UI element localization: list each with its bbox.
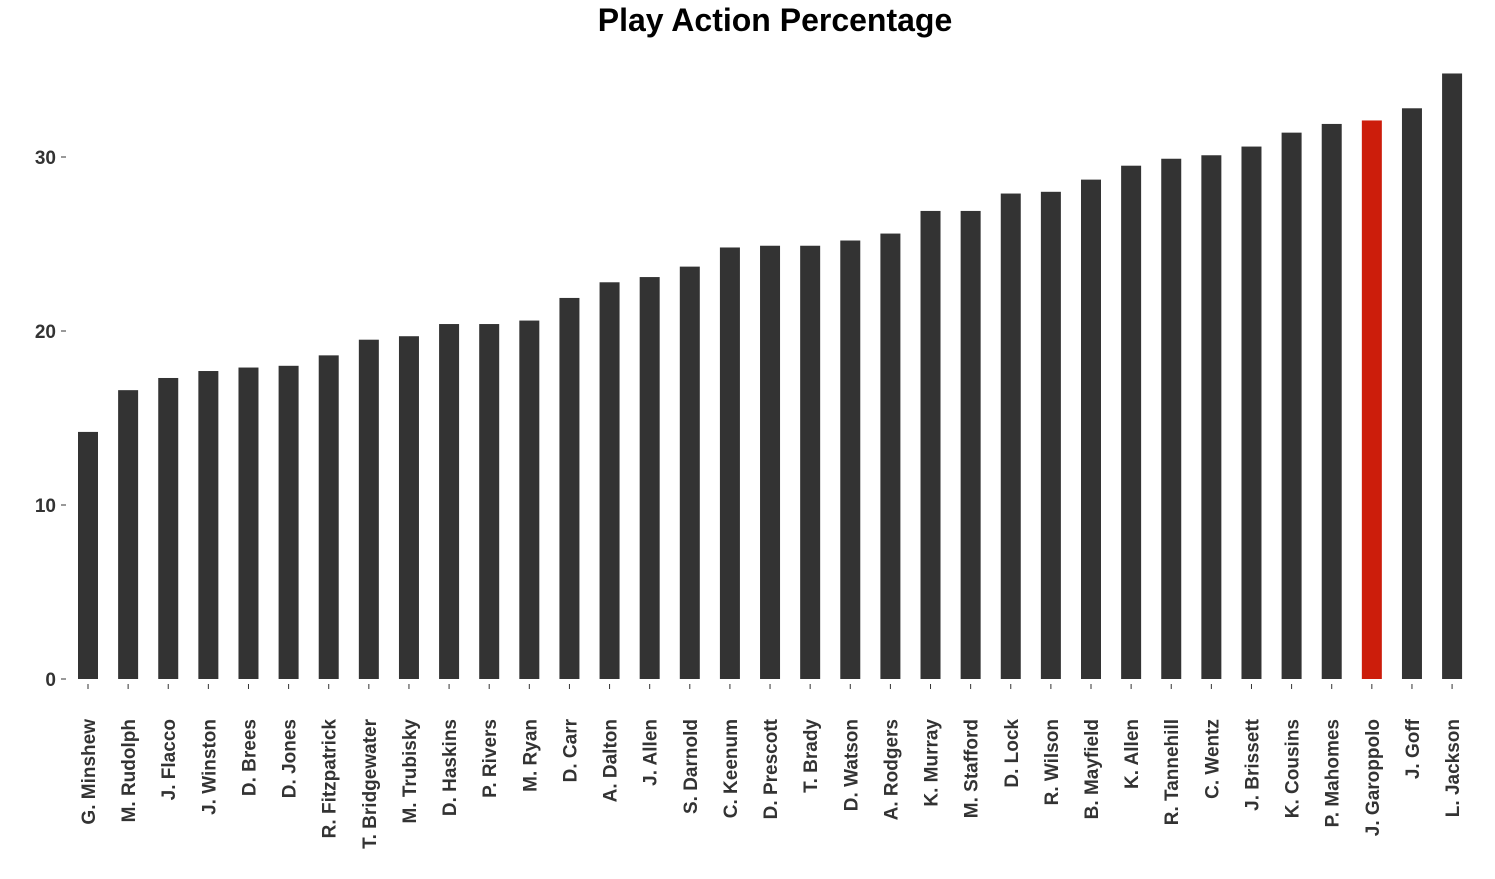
y-tick-label: 0 [45,670,56,691]
x-tick-label: K. Murray [922,719,943,807]
x-tick-label: J. Brissett [1242,718,1263,811]
x-tick-label: D. Prescott [761,718,782,819]
bar-m-rudolph [118,390,139,679]
x-tick-label: P. Mahomes [1323,719,1344,827]
bar-d-lock [1000,193,1021,680]
bar-g-minshew [78,431,98,679]
bar-d-carr [559,297,580,679]
bar-m-trubisky [398,336,419,679]
bar-c-wentz [1201,155,1222,679]
y-tick-label: 10 [35,496,56,517]
bar-b-mayfield [1081,179,1101,679]
x-tick-label: R. Wilson [1042,719,1063,805]
x-tick-label: A. Rodgers [881,719,902,820]
x-tick-label: L. Jackson [1443,719,1464,817]
bar-j-allen [639,277,660,679]
x-tick-label: P. Rivers [480,719,501,798]
bar-d-jones [278,365,299,679]
bar-m-stafford [960,210,981,679]
bar-a-dalton [599,282,620,679]
bar-d-prescott [760,245,781,680]
y-tick-label: 20 [35,322,56,343]
bar-j-garoppolo [1361,120,1382,679]
bar-d-brees [238,367,259,679]
x-tick-label: M. Stafford [962,719,983,818]
x-tick-label: R. Tannehill [1162,719,1183,825]
bar-l-jackson [1442,73,1463,680]
x-tick-label: D. Carr [560,718,581,782]
bar-a-rodgers [880,233,901,679]
bar-d-watson [840,240,861,679]
bar-r-wilson [1040,191,1061,680]
bar-j-flacco [158,377,179,679]
bar-r-tannehill [1161,158,1182,680]
bar-t-brady [800,245,821,680]
x-tick-label: R. Fitzpatrick [320,719,341,839]
x-tick-label: M. Rudolph [119,719,140,822]
x-tick-label: J. Allen [641,719,662,786]
bar-t-bridgewater [358,339,379,679]
x-tick-label: G. Minshew [79,719,100,825]
bar-c-keenum [719,247,740,680]
x-tick-label: D. Haskins [440,719,461,816]
x-tick-label: J. Winston [199,719,220,815]
x-tick-label: D. Watson [841,719,862,811]
bar-d-haskins [439,324,460,679]
x-tick-label: T. Bridgewater [360,718,381,848]
x-tick-label: M. Trubisky [400,719,421,824]
x-tick-label: A. Dalton [601,719,622,802]
bar-s-darnold [679,266,700,679]
bar-j-brissett [1241,146,1262,679]
x-tick-label: C. Wentz [1202,719,1223,799]
x-tick-label: J. Garoppolo [1363,719,1384,836]
bar-k-murray [920,210,941,679]
bar-k-allen [1121,165,1142,679]
x-tick-label: D. Lock [1002,719,1023,788]
x-tick-label: D. Jones [280,719,301,798]
x-tick-label: K. Cousins [1283,719,1304,818]
bar-k-cousins [1281,132,1302,679]
bar-p-mahomes [1321,123,1342,679]
bar-m-ryan [519,320,540,679]
bar-p-rivers [479,324,500,679]
x-tick-label: C. Keenum [721,719,742,818]
bar-j-goff [1401,108,1422,679]
chart-title: Play Action Percentage [597,2,953,38]
bar-r-fitzpatrick [318,355,339,679]
x-tick-label: K. Allen [1122,719,1143,789]
bar-j-winston [198,371,219,679]
x-tick-label: S. Darnold [681,719,702,814]
x-tick-label: D. Brees [239,719,260,796]
x-tick-label: J. Flacco [159,719,180,800]
x-tick-label: J. Goff [1403,718,1424,779]
x-tick-label: B. Mayfield [1082,719,1103,819]
x-tick-label: M. Ryan [520,719,541,792]
x-tick-label: T. Brady [801,719,822,793]
y-tick-label: 30 [35,148,56,169]
